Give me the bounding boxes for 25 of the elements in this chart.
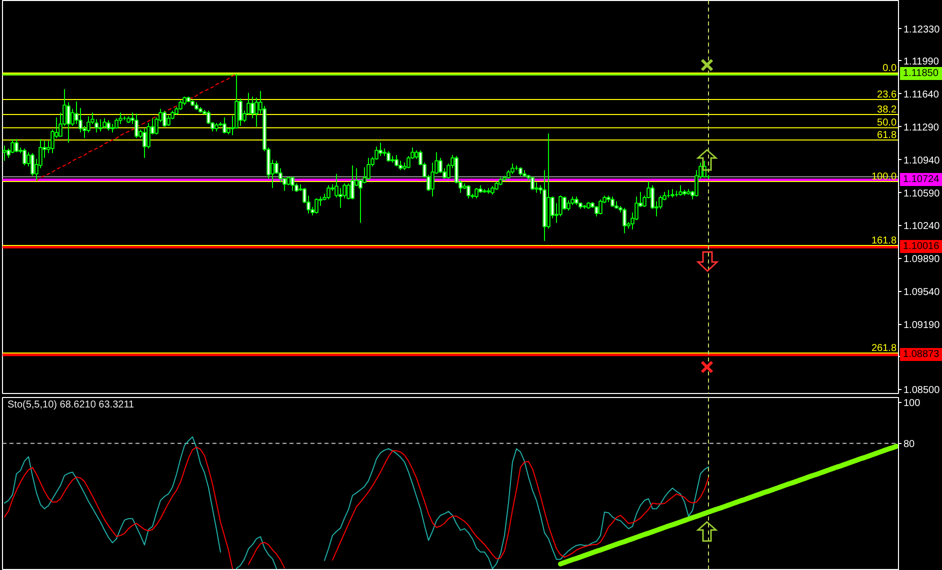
annotation: 50.0 xyxy=(877,118,897,129)
y-tick-label: 1.10940 xyxy=(904,155,940,166)
y-tick-label: 1.11290 xyxy=(904,122,940,134)
y-tick-label: 1.10240 xyxy=(904,221,940,232)
y-tick-label: 1.11640 xyxy=(904,89,940,100)
y-tick-label: 1.09890 xyxy=(904,254,940,266)
y-tick-label: 1.09190 xyxy=(904,320,940,332)
annotation: 61.8 xyxy=(877,130,897,141)
annotation: 261.8 xyxy=(871,342,897,354)
ref-line-label: 1.10016 xyxy=(900,240,942,253)
annotation: 23.6 xyxy=(877,89,897,100)
ref-line-label: 1.08873 xyxy=(900,348,942,361)
y-tick-label: 80 xyxy=(904,438,916,450)
y-tick-label: 100 xyxy=(904,398,921,409)
y-tick-label: 1.10590 xyxy=(904,188,940,200)
annotation: 38.2 xyxy=(877,104,897,116)
annotation: 161.8 xyxy=(871,236,897,247)
ref-line-label: 1.10724 xyxy=(900,173,942,186)
chart-title: Sto(5,5,10) 68.6210 63.3211 xyxy=(8,400,135,410)
y-tick-label: 1.11990 xyxy=(904,56,940,68)
y-tick-label: 1.09540 xyxy=(904,287,940,298)
y-tick-label: 1.12330 xyxy=(904,24,940,36)
annotation: 0.0 xyxy=(882,63,897,74)
y-tick-label: 1.08500 xyxy=(904,385,940,396)
ref-line-label: 1.11850 xyxy=(900,67,942,80)
